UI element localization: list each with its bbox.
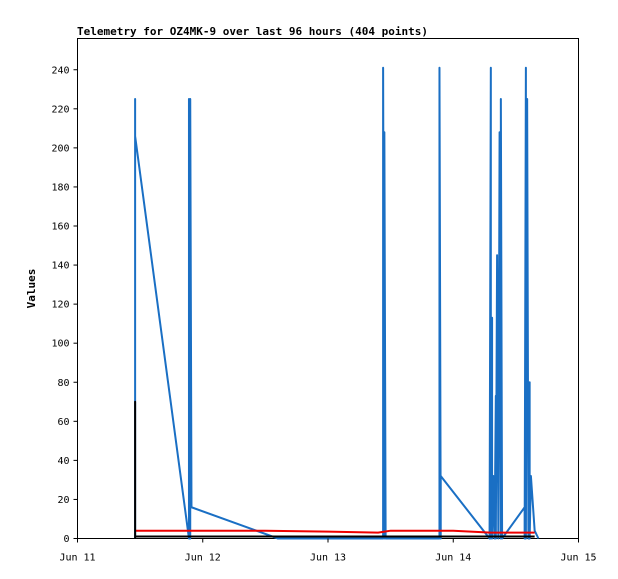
chart-title: Telemetry for OZ4MK-9 over last 96 hours… bbox=[77, 25, 428, 38]
plot-area bbox=[77, 38, 579, 539]
y-tick-label: 80 bbox=[57, 378, 69, 389]
axes-layer: 0 20 40 60 80 100 120 140 160 180 200 220 240 Jun 11 J… bbox=[51, 65, 596, 563]
y-tick-label: 240 bbox=[51, 65, 69, 76]
x-tick-label: Jun 14 bbox=[435, 553, 471, 564]
x-tick-label: Jun 12 bbox=[185, 553, 221, 564]
y-tick-label: 220 bbox=[51, 104, 69, 115]
series-line-3 bbox=[134, 400, 535, 539]
y-tick-label: 180 bbox=[51, 182, 69, 193]
x-tick-label: Jun 13 bbox=[310, 553, 346, 564]
y-tick-label: 160 bbox=[51, 222, 69, 233]
y-tick-label: 40 bbox=[57, 456, 69, 467]
x-tick-label: Jun 11 bbox=[59, 553, 95, 564]
y-tick-label: 100 bbox=[51, 339, 69, 350]
series-line-2 bbox=[135, 529, 535, 534]
y-tick-label: 120 bbox=[51, 300, 69, 311]
y-tick-label: 0 bbox=[63, 534, 69, 545]
y-tick-label: 140 bbox=[51, 261, 69, 272]
series-line-1 bbox=[134, 66, 540, 540]
series-layer bbox=[134, 66, 540, 540]
y-tick-label: 60 bbox=[57, 417, 69, 428]
y-tick-label: 200 bbox=[51, 143, 69, 154]
x-tick-label: Jun 15 bbox=[560, 553, 596, 564]
y-axis-label: Values bbox=[25, 269, 38, 309]
y-tick-label: 20 bbox=[57, 495, 69, 506]
